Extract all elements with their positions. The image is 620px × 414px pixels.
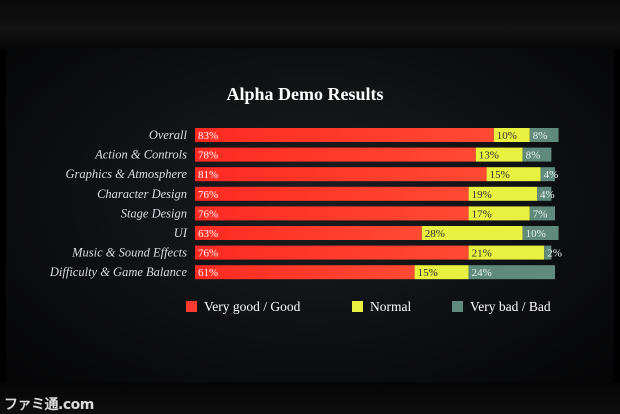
legend-swatch-bad — [452, 301, 463, 312]
bar-bad — [537, 186, 552, 201]
bar-bad — [540, 167, 555, 182]
bar-bad — [522, 147, 552, 162]
bar-bad — [529, 128, 559, 142]
data-label-bad: 4% — [544, 169, 559, 181]
category-label: Action & Controls — [94, 148, 187, 162]
data-label-bad: 8% — [526, 150, 541, 162]
bar-normal — [486, 167, 541, 182]
legend-swatch-normal — [352, 301, 363, 312]
data-label-good: 76% — [198, 189, 218, 201]
bars-group: Overall 83% 10% 8% Action & Controls 78% 13% 8%… — [49, 128, 562, 280]
data-label-good: 76% — [198, 208, 218, 220]
bar-good — [195, 128, 494, 142]
data-label-bad: 4% — [540, 189, 555, 201]
data-label-normal: 28% — [425, 228, 445, 240]
data-label-bad: 10% — [526, 228, 546, 240]
data-label-normal: 13% — [479, 150, 499, 162]
data-label-normal: 17% — [472, 208, 492, 220]
category-label: Music & Sound Effects — [71, 246, 187, 260]
legend-label-normal: Normal — [370, 299, 411, 314]
data-label-good: 81% — [198, 169, 218, 181]
data-label-good: 61% — [198, 267, 218, 279]
data-label-bad: 24% — [472, 267, 492, 279]
bar-good — [195, 265, 415, 280]
ceiling — [0, 0, 620, 50]
bar-normal — [493, 128, 530, 142]
category-label: Overall — [149, 128, 188, 142]
bar-good — [195, 206, 469, 221]
bar-normal — [468, 206, 530, 221]
legend-label-bad: Very bad / Bad — [470, 299, 551, 314]
bar-normal — [414, 265, 469, 280]
data-label-normal: 19% — [472, 189, 492, 201]
bar-good — [195, 245, 469, 260]
legend-swatch-good — [186, 301, 197, 312]
data-label-normal: 15% — [418, 267, 438, 279]
legend: Very good / Good Normal Very bad / Bad — [186, 299, 551, 314]
bar-normal — [421, 226, 523, 240]
data-label-normal: 10% — [497, 130, 517, 142]
data-label-normal: 15% — [490, 169, 510, 181]
data-label-bad: 8% — [533, 130, 548, 142]
bar-normal — [468, 245, 545, 260]
bar-bad — [468, 265, 555, 280]
category-label: UI — [174, 226, 188, 240]
data-label-good: 83% — [198, 130, 218, 142]
bar-bad — [522, 226, 559, 240]
data-label-bad: 7% — [533, 208, 548, 220]
bar-good — [195, 167, 487, 182]
bar-bad — [529, 206, 555, 221]
category-label: Character Design — [97, 187, 187, 201]
data-label-normal: 21% — [472, 248, 492, 260]
category-label: Difficulty & Game Balance — [49, 265, 188, 279]
category-label: Stage Design — [121, 206, 187, 220]
bar-normal — [468, 186, 537, 201]
floor — [0, 382, 620, 414]
data-label-good: 63% — [198, 228, 218, 240]
bar-bad — [544, 245, 552, 260]
data-label-good: 76% — [198, 248, 218, 260]
watermark-logo: ファミ通.com — [4, 397, 94, 413]
bar-good — [195, 186, 469, 201]
chart-title: Alpha Demo Results — [226, 84, 383, 104]
data-label-bad: 2% — [547, 248, 562, 260]
data-label-good: 78% — [198, 150, 218, 162]
legend-label-good: Very good / Good — [204, 299, 301, 314]
bar-good — [195, 226, 422, 240]
bar-normal — [475, 147, 523, 162]
category-label: Graphics & Atmosphere — [65, 167, 187, 181]
bar-good — [195, 147, 476, 162]
